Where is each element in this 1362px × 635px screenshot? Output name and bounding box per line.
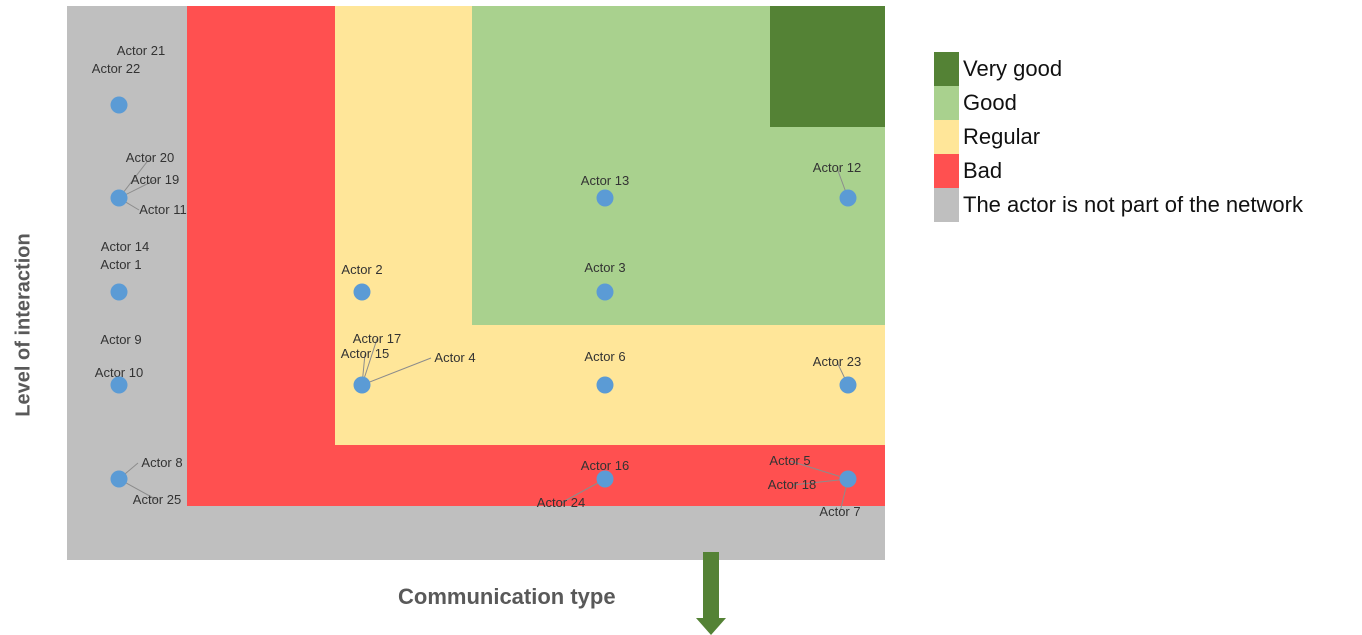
leader-line (791, 478, 849, 486)
actor-label-actor-21: Actor 21 (117, 43, 165, 58)
actor-label-actor-20: Actor 20 (126, 150, 174, 165)
actor-node (110, 470, 128, 488)
legend-item-regular: Regular (934, 120, 1303, 154)
actor-label-actor-1: Actor 1 (100, 257, 141, 272)
actor-node (353, 283, 371, 301)
actor-label-actor-10: Actor 10 (95, 365, 143, 380)
actor-label-actor-6: Actor 6 (584, 349, 625, 364)
legend-label-bad: Bad (963, 158, 1003, 183)
actor-node (596, 376, 614, 394)
actor-label-actor-24: Actor 24 (537, 495, 585, 510)
legend-swatch-regular (934, 120, 959, 154)
actor-label-actor-5: Actor 5 (769, 453, 810, 468)
legend-swatch-outside-network (934, 188, 959, 222)
leader-line (789, 460, 849, 480)
actor-label-actor-4: Actor 4 (434, 350, 475, 365)
actor-label-actor-25: Actor 25 (133, 492, 181, 507)
legend-swatch-bad (934, 154, 959, 188)
actor-label-actor-8: Actor 8 (141, 455, 182, 470)
actor-label-actor-17: Actor 17 (353, 331, 401, 346)
legend-swatch-good (934, 86, 959, 120)
down-arrow-icon (696, 552, 726, 635)
actor-label-actor-19: Actor 19 (131, 172, 179, 187)
x-axis-label: Communication type (398, 584, 616, 609)
actor-node (839, 189, 857, 207)
legend-item-very-good: Very good (934, 52, 1303, 86)
actor-label-actor-11: Actor 11 (139, 202, 186, 217)
actor-label-actor-22: Actor 22 (92, 61, 140, 76)
actor-label-actor-13: Actor 13 (581, 173, 629, 188)
actor-node (353, 376, 371, 394)
actor-node (839, 470, 857, 488)
legend-label-good: Good (963, 90, 1017, 115)
actor-node (596, 283, 614, 301)
legend-label-outside-network: The actor is not part of the network (963, 192, 1303, 217)
actor-label-actor-15: Actor 15 (341, 346, 389, 361)
zone-very-good (770, 6, 885, 127)
actor-node (839, 376, 857, 394)
actor-label-actor-12: Actor 12 (813, 160, 861, 175)
actor-node (110, 189, 128, 207)
legend-item-good: Good (934, 86, 1303, 120)
actor-node (110, 283, 128, 301)
actor-node (596, 470, 614, 488)
actor-label-actor-9: Actor 9 (100, 332, 141, 347)
legend-label-very-good: Very good (963, 56, 1063, 81)
actor-label-actor-3: Actor 3 (584, 260, 625, 275)
actor-label-actor-23: Actor 23 (813, 354, 861, 369)
actor-label-actor-18: Actor 18 (768, 477, 816, 492)
actor-label-actor-14: Actor 14 (101, 239, 149, 254)
actor-label-actor-2: Actor 2 (341, 262, 382, 277)
actor-label-actor-16: Actor 16 (581, 458, 629, 473)
actor-node (110, 96, 128, 114)
legend-item-outside-network: The actor is not part of the network (934, 188, 1303, 222)
actor-node (110, 376, 128, 394)
y-axis-label: Level of interaction (12, 233, 35, 417)
actor-node (596, 189, 614, 207)
legend-item-bad: Bad (934, 154, 1303, 188)
leader-line (361, 357, 432, 386)
actor-label-actor-7: Actor 7 (819, 504, 860, 519)
legend-swatch-very-good (934, 52, 959, 86)
legend-label-regular: Regular (963, 124, 1041, 149)
legend: Very good Good Regular Bad The actor is … (934, 52, 1303, 222)
